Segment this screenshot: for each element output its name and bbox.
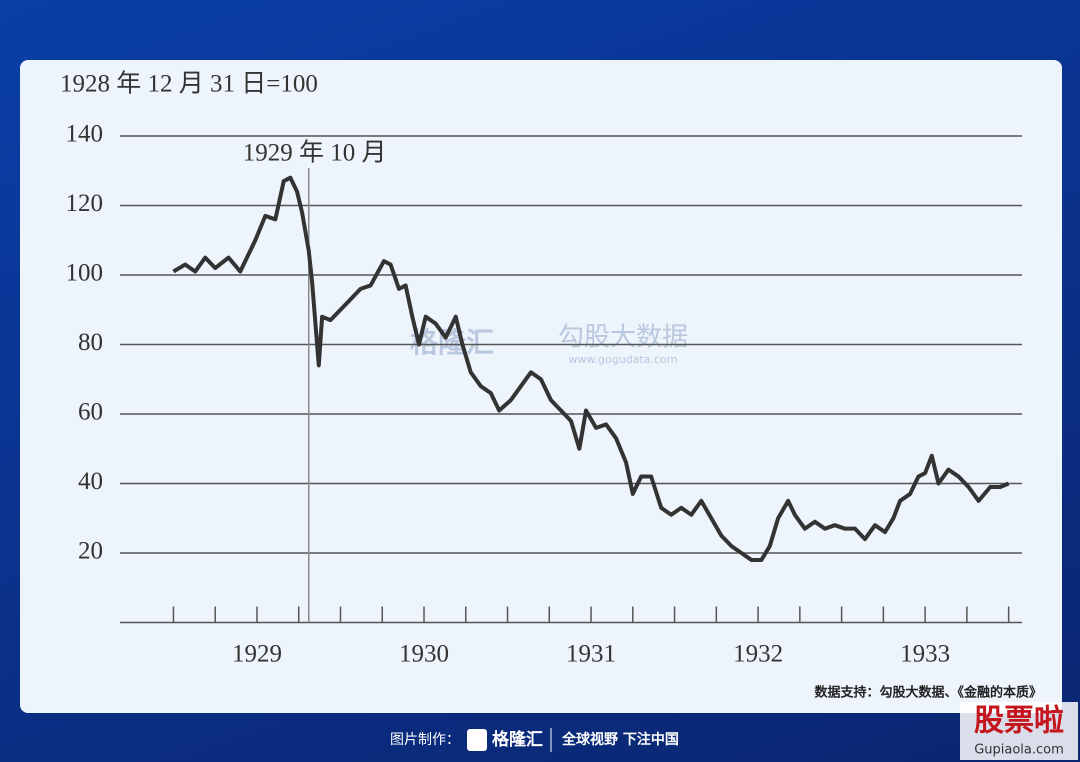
y-tick-label: 20 — [78, 538, 103, 565]
y-tick-label: 120 — [66, 190, 104, 217]
card — [20, 60, 1062, 713]
x-tick-label: 1930 — [399, 641, 449, 668]
x-tick-label: 1931 — [566, 641, 616, 668]
y-tick-label: 100 — [66, 260, 104, 287]
y-tick-label: 140 — [66, 121, 104, 148]
source: 数据支持：勾股大数据、《金融的本质》 — [814, 685, 1042, 701]
annotation-text: 1929 年 10 月 — [243, 139, 387, 167]
footer-logo — [467, 729, 487, 751]
footer-brand: 格隆汇 — [492, 729, 543, 750]
y-tick-label: 40 — [78, 468, 103, 495]
line — [172, 175, 1010, 562]
y-unit-label: 1928 年 12 月 31 日=100 — [60, 70, 318, 98]
corner-badge — [960, 702, 1078, 760]
footer-made-by: 图片制作： — [390, 732, 460, 748]
y-tick-label: 80 — [78, 329, 103, 356]
x-tick-label: 1932 — [733, 641, 783, 668]
watermark-name: 勾股大数据 — [558, 323, 688, 353]
x-tick-label: 1929 — [232, 641, 282, 668]
corner-name: 股票啦 — [974, 704, 1064, 739]
footer-slogan: 全球视野 下注中国 — [561, 731, 679, 748]
corner-url: Gupiaola.com — [974, 743, 1064, 758]
watermark-url: www.gogudata.com — [569, 353, 678, 366]
x-tick-label: 1933 — [900, 641, 950, 668]
y-tick-label: 60 — [78, 399, 103, 426]
